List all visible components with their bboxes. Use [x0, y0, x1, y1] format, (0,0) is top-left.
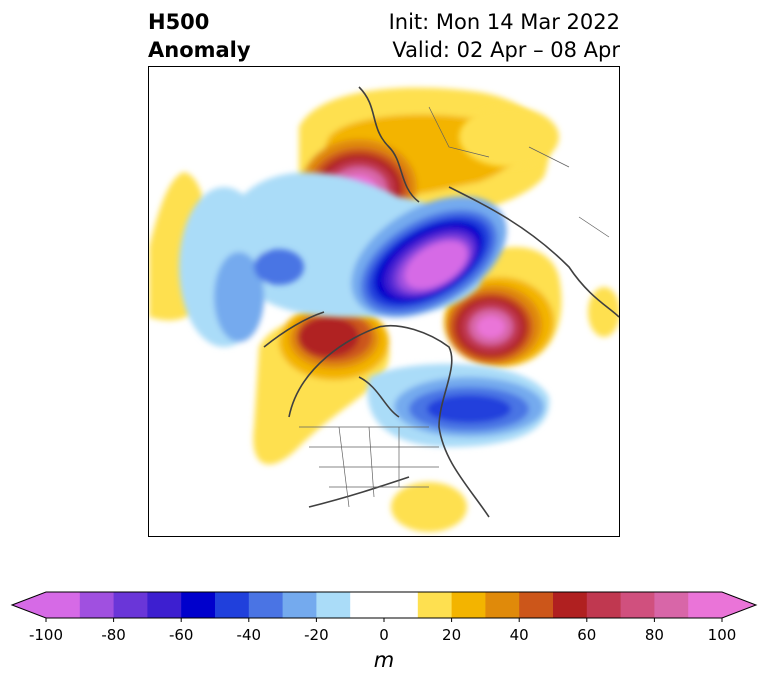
- valid-range: Valid: 02 Apr – 08 Apr: [392, 38, 620, 62]
- colorbar: [10, 591, 758, 622]
- colorbar-tick-label: -40: [236, 626, 262, 644]
- colorbar-tick-label: 80: [644, 626, 664, 644]
- positive-anomaly-alaska: [253, 304, 390, 465]
- colorbar-cell: [654, 592, 689, 618]
- colorbar-tick-label: 20: [442, 626, 462, 644]
- positive-anomaly-other: [149, 107, 619, 532]
- colorbar-tick-label: -60: [168, 626, 194, 644]
- colorbar-cell: [417, 592, 453, 618]
- map-subtitle: Init: Mon 14 Mar 2022 Valid: 02 Apr – 08…: [389, 8, 620, 64]
- colorbar-cell: [688, 592, 723, 618]
- colorbar-cell: [215, 592, 250, 618]
- colorbar-extend-high: [722, 592, 756, 618]
- colorbar-cell: [485, 592, 520, 618]
- colorbar-cell: [586, 592, 622, 618]
- colorbar-tick-label: 0: [379, 626, 389, 644]
- colorbar-cell: [620, 592, 655, 618]
- colorbar-tick-label: 60: [577, 626, 597, 644]
- title-anomaly: Anomaly: [148, 38, 251, 62]
- colorbar-cell: [350, 592, 385, 618]
- colorbar-cell: [113, 592, 148, 618]
- colorbar-cell: [384, 592, 419, 618]
- colorbar-cell: [519, 592, 554, 618]
- colorbar-tick-label: -20: [304, 626, 329, 644]
- colorbar-tick-label: 100: [707, 626, 737, 644]
- colorbar-extend-low: [12, 592, 46, 618]
- colorbar-cell: [316, 592, 351, 618]
- colorbar-cell: [248, 592, 284, 618]
- colorbar-cells: [10, 591, 758, 622]
- colorbar-cell: [147, 592, 182, 618]
- colorbar-unit: m: [373, 648, 395, 672]
- colorbar-cell: [282, 592, 317, 618]
- colorbar-cell: [79, 592, 115, 618]
- colorbar-tick-label: 40: [509, 626, 529, 644]
- coastlines: [263, 86, 619, 518]
- colorbar-cell: [451, 592, 486, 618]
- political-borders: [299, 106, 610, 508]
- anomaly-map: [148, 66, 620, 537]
- colorbar-cell: [181, 592, 216, 618]
- colorbar-tick-label: -100: [28, 626, 64, 644]
- map-title: H500 Anomaly: [148, 8, 251, 64]
- negative-anomaly-west: [179, 187, 304, 347]
- title-variable: H500: [148, 10, 210, 34]
- colorbar-cell: [553, 592, 588, 618]
- init-date: Init: Mon 14 Mar 2022: [388, 10, 620, 34]
- negative-anomaly-atlantic: [367, 363, 550, 447]
- colorbar-cell: [46, 592, 81, 618]
- negative-anomaly-pole: [227, 172, 507, 318]
- map-canvas: [149, 86, 619, 532]
- colorbar-tick-label: -80: [101, 626, 126, 644]
